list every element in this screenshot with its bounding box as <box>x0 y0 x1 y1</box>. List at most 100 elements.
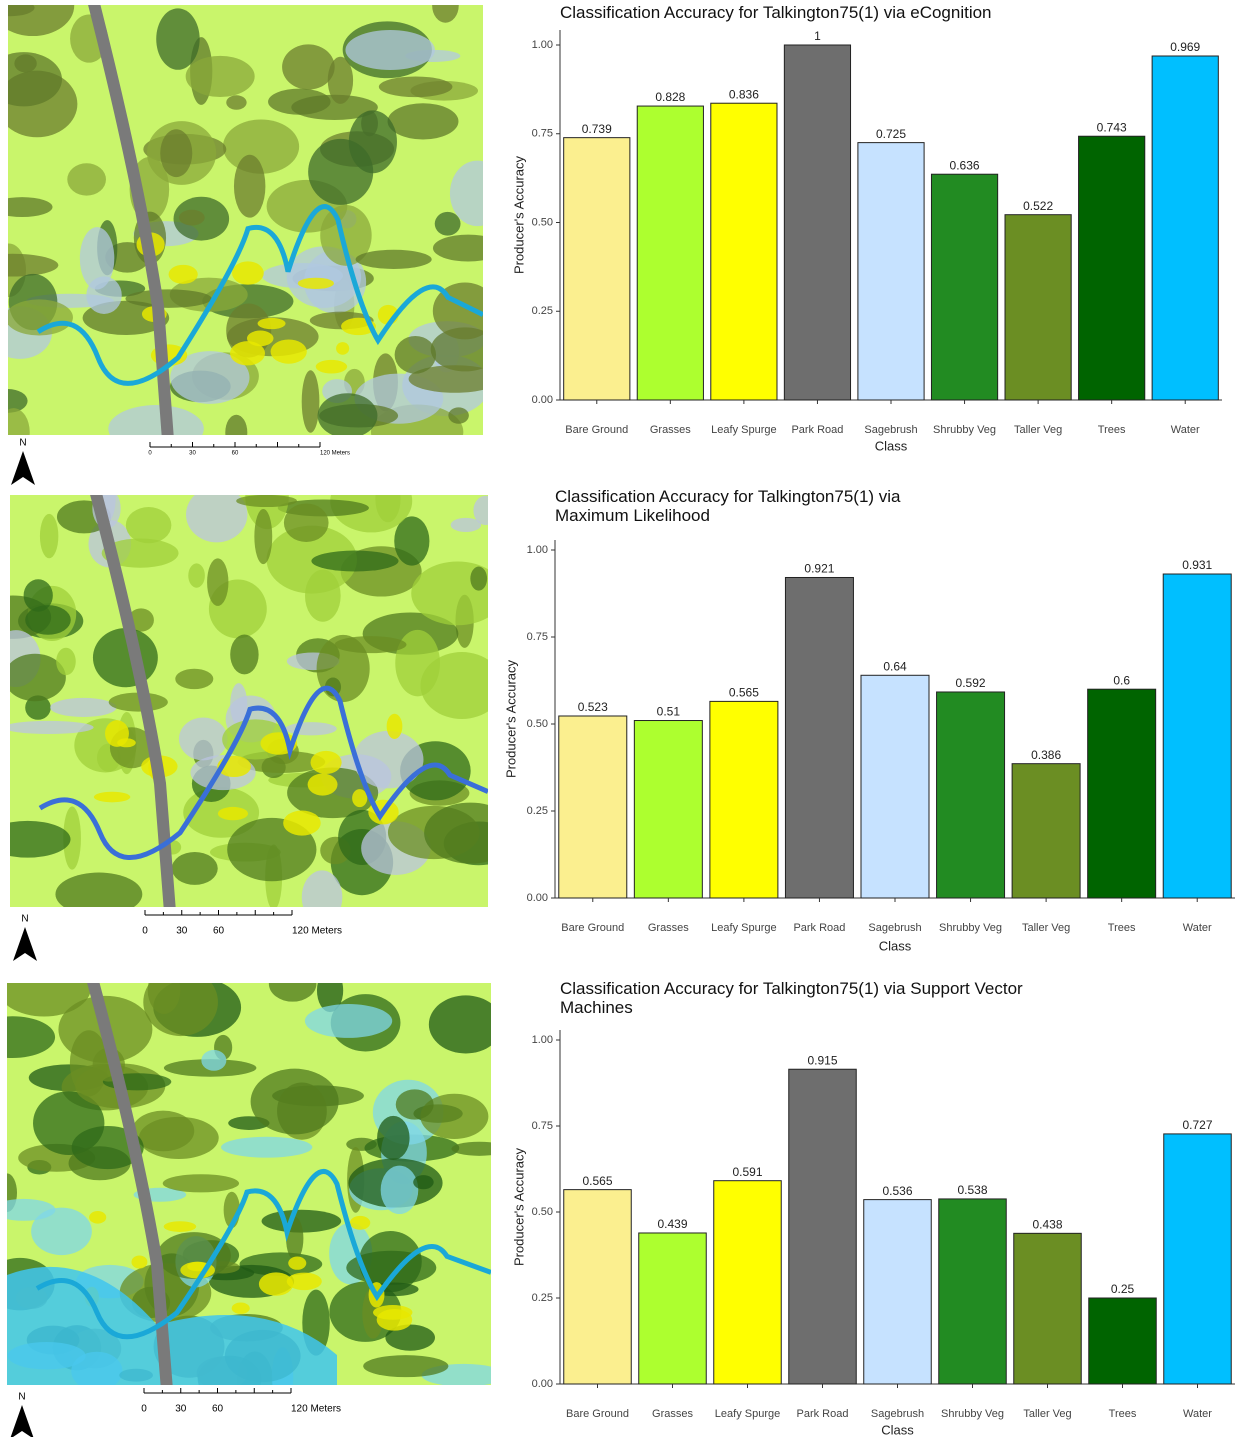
y-tick-label: 0.50 <box>532 1206 553 1218</box>
bar <box>1012 764 1080 898</box>
land-patch <box>56 648 76 675</box>
scale-label: 120 Meters <box>292 926 342 937</box>
x-tick-label: Taller Veg <box>1014 424 1062 436</box>
x-tick-label: Park Road <box>793 922 845 934</box>
land-patch <box>188 563 205 587</box>
y-axis-label: Producer's Accuracy <box>511 155 526 274</box>
y-tick-label: 0.00 <box>532 1378 553 1390</box>
spurge-patch <box>316 360 347 374</box>
land-patch <box>450 161 505 227</box>
x-tick-label: Bare Ground <box>566 1408 629 1420</box>
bar <box>1014 1233 1082 1384</box>
land-patch <box>207 558 228 606</box>
bar <box>1079 136 1145 400</box>
spurge-patch <box>298 278 334 289</box>
x-tick-label: Park Road <box>791 424 843 436</box>
land-patch <box>305 1004 392 1038</box>
scale-label: 0 <box>148 451 152 457</box>
land-patch <box>448 407 469 423</box>
value-label: 0.438 <box>1032 1217 1062 1231</box>
x-tick-label: Water <box>1171 424 1200 436</box>
value-label: 0.727 <box>1182 1118 1212 1132</box>
value-label: 0.522 <box>1023 199 1053 213</box>
x-tick-label: Sagebrush <box>864 424 917 436</box>
scale-label: 120 Meters <box>291 1404 341 1415</box>
chart-title: Classification Accuracy for Talkington75… <box>555 487 975 525</box>
land-patch <box>108 405 204 452</box>
land-patch <box>226 95 246 109</box>
north-label: N <box>18 1392 25 1403</box>
bar <box>637 106 703 400</box>
land-patch <box>4 721 94 734</box>
spurge-patch <box>336 342 349 355</box>
land-patch <box>394 516 429 565</box>
x-axis-label: Class <box>875 438 908 453</box>
land-patch <box>179 717 228 760</box>
value-label: 1 <box>814 29 821 43</box>
land-patch <box>318 393 378 438</box>
x-axis-label: Class <box>881 1422 914 1437</box>
land-patch <box>269 966 317 1002</box>
y-tick-label: 0.50 <box>527 718 548 730</box>
value-label: 0.725 <box>876 127 906 141</box>
land-patch <box>429 995 503 1053</box>
y-tick-label: 1.00 <box>532 1034 553 1046</box>
value-label: 0.592 <box>956 676 986 690</box>
spurge-patch <box>105 720 129 747</box>
map <box>0 463 517 924</box>
y-tick-label: 0.50 <box>532 216 553 228</box>
spurge-patch <box>131 1255 147 1268</box>
y-axis-label: Producer's Accuracy <box>503 659 518 778</box>
value-label: 0.538 <box>957 1183 987 1197</box>
y-tick-label: 0.75 <box>532 1120 553 1132</box>
spurge-patch <box>387 714 403 739</box>
value-label: 0.915 <box>807 1053 837 1067</box>
land-patch <box>160 129 192 177</box>
bar <box>1152 56 1218 400</box>
bar <box>559 716 627 898</box>
x-tick-label: Grasses <box>650 424 691 436</box>
value-label: 0.386 <box>1031 748 1061 762</box>
y-tick-label: 0.00 <box>532 394 553 406</box>
value-label: 0.536 <box>882 1184 912 1198</box>
bar <box>1164 1134 1232 1384</box>
y-tick-label: 1.00 <box>527 544 548 556</box>
bar <box>634 721 702 898</box>
y-tick-label: 0.25 <box>527 805 548 817</box>
land-patch <box>50 698 116 717</box>
bar <box>861 675 929 898</box>
bar <box>714 1181 782 1384</box>
spurge-patch <box>283 810 321 835</box>
land-patch <box>395 630 440 696</box>
land-patch <box>67 163 106 195</box>
land-patch <box>186 56 255 97</box>
land-patch <box>125 289 211 307</box>
north-label: N <box>21 914 28 925</box>
spurge-patch <box>89 1211 106 1224</box>
land-patch <box>451 1142 507 1156</box>
spurge-patch <box>164 1221 197 1232</box>
spurge-patch <box>352 789 367 807</box>
land-patch <box>236 495 297 507</box>
land-patch <box>424 803 517 864</box>
land-patch <box>24 579 53 612</box>
bar <box>939 1199 1007 1384</box>
x-tick-label: Water <box>1183 922 1212 934</box>
value-label: 0.51 <box>657 705 681 719</box>
land-patch <box>282 44 335 89</box>
spurge-patch <box>258 318 286 329</box>
bar <box>1088 689 1156 898</box>
bar <box>937 692 1005 898</box>
bar <box>789 1069 857 1384</box>
value-label: 0.523 <box>578 700 608 714</box>
north-arrow <box>13 927 37 961</box>
spurge-patch <box>218 807 248 820</box>
x-tick-label: Trees <box>1108 922 1136 934</box>
spurge-patch <box>350 1216 370 1230</box>
bar <box>1089 1298 1157 1384</box>
x-axis-label: Class <box>879 938 912 953</box>
bar <box>931 174 997 400</box>
x-tick-label: Leafy Spurge <box>711 424 776 436</box>
scale-label: 0 <box>142 926 148 937</box>
bar <box>639 1233 707 1384</box>
